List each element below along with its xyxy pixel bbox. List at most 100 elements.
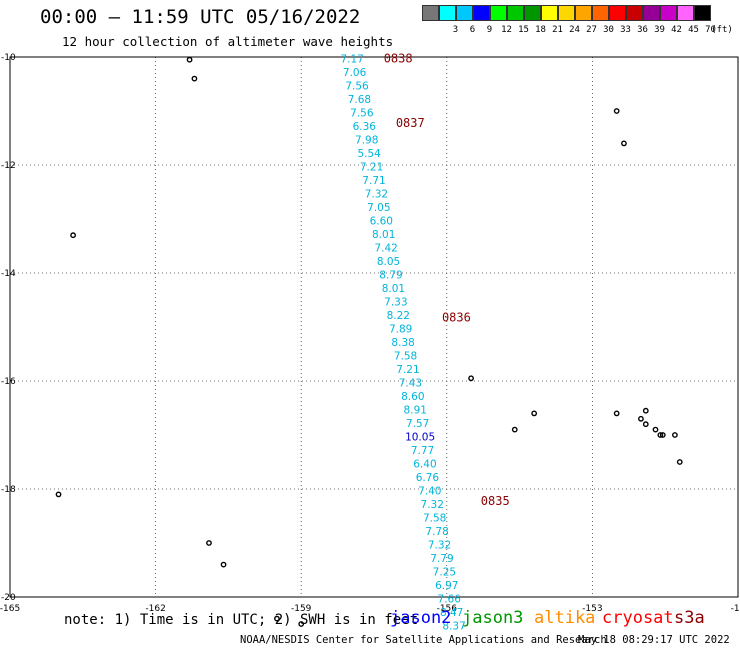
wave-height-label: 7.78	[425, 526, 448, 538]
credit-text: NOAA/NESDIS Center for Satellite Applica…	[240, 634, 607, 646]
legend-label: 12	[501, 25, 512, 35]
island-marker	[70, 232, 76, 239]
pass-time-label: 0838	[384, 51, 413, 65]
legend-swatch	[609, 5, 626, 21]
wave-height-label: 8.22	[387, 310, 410, 322]
legend-swatch	[575, 5, 592, 21]
wave-height-label: 6.36	[353, 121, 377, 133]
legend-swatch	[456, 5, 473, 21]
wave-height-label: 7.89	[389, 323, 412, 335]
lat-tick-label: -14	[1, 269, 16, 279]
wave-height-label: 7.06	[343, 67, 367, 79]
legend-label: 6	[469, 25, 476, 35]
wave-height-label: 7.77	[411, 445, 434, 457]
lon-tick-label: -165	[0, 604, 20, 614]
legend-swatch	[660, 5, 677, 21]
pass-time-label: 0836	[442, 311, 471, 325]
island-marker	[55, 491, 62, 498]
wave-height-label: 7.43	[399, 377, 422, 389]
wave-height-label: 7.32	[365, 188, 388, 200]
island-marker	[186, 56, 193, 63]
legend-swatch	[473, 5, 490, 21]
legend-label: 39	[654, 25, 665, 35]
wave-height-label: 5.54	[357, 148, 381, 160]
legend-label: 70	[705, 25, 716, 35]
island-marker	[613, 108, 620, 114]
note-text: note: 1) Time is in UTC; 2) SWH is in fe…	[64, 612, 419, 628]
legend-label: 30	[603, 25, 614, 35]
legend-swatch	[643, 5, 660, 21]
lat-tick-label: -20	[1, 593, 16, 603]
wave-height-label: 8.91	[404, 404, 427, 416]
island-marker	[659, 432, 666, 438]
lat-tick-label: -10	[1, 53, 16, 63]
generated-timestamp: May 18 08:29:17 UTC 2022	[578, 634, 730, 646]
wave-height-label: 7.58	[423, 512, 446, 524]
wave-height-label: 6.40	[413, 458, 436, 470]
wave-height-label: 8.37	[442, 620, 465, 632]
island-marker	[638, 415, 644, 422]
wave-height-label: 7.42	[374, 242, 397, 254]
lat-tick-label: -18	[1, 485, 16, 495]
satellite-s3a: s3a	[674, 608, 705, 628]
wave-height-label: 7.56	[350, 107, 374, 119]
island-marker	[191, 75, 198, 82]
island-marker	[642, 421, 649, 428]
legend-label: 3	[452, 25, 459, 35]
wave-height-label: 7.71	[362, 175, 385, 187]
lon-tick-label: -162	[145, 604, 165, 614]
satellite-jason2: jason2	[390, 608, 452, 628]
wave-height-label: 8.38	[391, 337, 414, 349]
legend-swatch	[558, 5, 575, 21]
wave-height-label: 7.56	[345, 80, 369, 92]
wave-height-label: 7.21	[396, 364, 419, 376]
wave-height-label: 7.66	[438, 593, 462, 605]
island-marker	[468, 375, 474, 382]
legend-label: 27	[586, 25, 597, 35]
lon-tick-label: -153	[582, 604, 602, 614]
lat-tick-label: -12	[1, 161, 16, 171]
lon-tick-label: -15	[731, 604, 740, 614]
legend-swatch	[524, 5, 541, 21]
wave-height-label: 7.05	[367, 202, 390, 214]
wave-height-label: 7.40	[418, 485, 441, 497]
legend-swatch	[694, 5, 711, 21]
wave-height-label: 7.17	[340, 53, 363, 65]
island-marker	[642, 407, 649, 414]
legend-swatch	[507, 5, 524, 21]
island-marker	[511, 426, 518, 433]
legend-swatch	[490, 5, 507, 21]
wave-height-label: 8.01	[382, 283, 405, 295]
wave-height-label: 7.33	[384, 296, 407, 308]
pass-time-label: 0835	[481, 494, 510, 508]
wave-height-label: 7.68	[348, 94, 371, 106]
map-subtitle: 12 hour collection of altimeter wave hei…	[62, 34, 394, 49]
legend-label: 18	[535, 25, 546, 35]
wave-height-label: 10.05	[405, 431, 435, 443]
map-frame	[9, 56, 739, 598]
wave-height-label: 7.21	[360, 161, 383, 173]
map-title: 00:00 – 11:59 UTC 05/16/2022	[40, 6, 361, 28]
legend-label: 45	[688, 25, 699, 35]
island-marker	[652, 426, 659, 433]
island-marker	[274, 615, 280, 622]
wave-height-label: 7.79	[430, 553, 453, 565]
wave-height-label: 7.98	[355, 134, 378, 146]
island-marker	[613, 410, 620, 417]
legend-unit: (ft)	[711, 25, 733, 35]
legend-label: 42	[671, 25, 682, 35]
wave-height-label: 7.58	[394, 350, 417, 362]
wave-height-label: 8.60	[401, 391, 424, 403]
wave-height-label: 8.79	[379, 269, 402, 281]
wave-height-label: 6.97	[435, 580, 458, 592]
island-marker	[676, 459, 683, 465]
legend-swatch	[677, 5, 694, 21]
lon-tick-label: -159	[291, 604, 312, 614]
legend-label: 9	[486, 25, 493, 35]
island-marker	[672, 432, 678, 438]
legend-swatch	[592, 5, 609, 21]
wave-height-label: 7.57	[406, 418, 429, 430]
legend-label: 36	[637, 25, 648, 35]
island-marker	[298, 621, 305, 627]
